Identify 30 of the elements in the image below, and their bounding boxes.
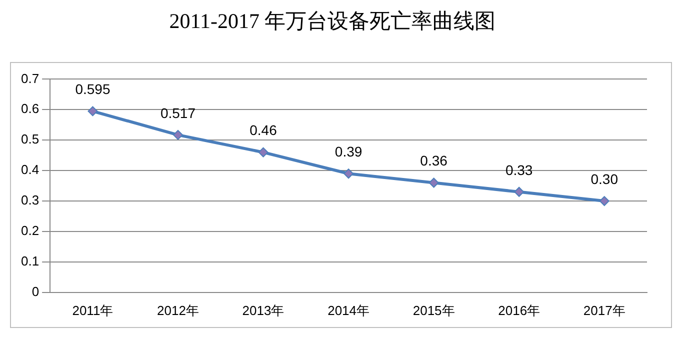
point (514, 186, 524, 197)
y-tick-label: 0.5 (20, 132, 40, 147)
data-label: 0.46 (250, 122, 278, 138)
x-tick-label: 2017年 (583, 302, 626, 318)
x-tick-label: 2011年 (72, 302, 114, 318)
data-label: 0.517 (160, 104, 196, 121)
point (428, 178, 439, 188)
data-label: 0.39 (334, 143, 362, 160)
x-tick-label: 2013年 (242, 302, 284, 318)
point (599, 196, 610, 206)
data-label: 0.36 (420, 152, 448, 169)
x-tick-label: 2014年 (328, 302, 370, 318)
data-label: 0.595 (75, 81, 110, 98)
y-tick-label: 0.6 (20, 101, 40, 116)
y-tick-label: 0.1 (20, 254, 40, 269)
point (172, 130, 183, 140)
point (344, 168, 354, 179)
point (258, 147, 268, 158)
y-tick-label: 0.4 (20, 162, 40, 178)
point (88, 106, 98, 116)
x-tick-label: 2012年 (157, 302, 199, 318)
chart-title: 2011-2017 年万台设备死亡率曲线图 (169, 9, 496, 34)
x-tick-label: 2015年 (412, 302, 455, 318)
y-tick-label: 0.3 (20, 192, 40, 208)
data-label: 0.30 (590, 170, 618, 187)
data-label: 0.33 (505, 162, 533, 178)
y-tick-label: 0.7 (20, 70, 40, 86)
x-tick-label: 2016年 (498, 302, 540, 318)
y-tick-label: 0 (32, 284, 40, 299)
y-tick-label: 0.2 (20, 223, 40, 238)
